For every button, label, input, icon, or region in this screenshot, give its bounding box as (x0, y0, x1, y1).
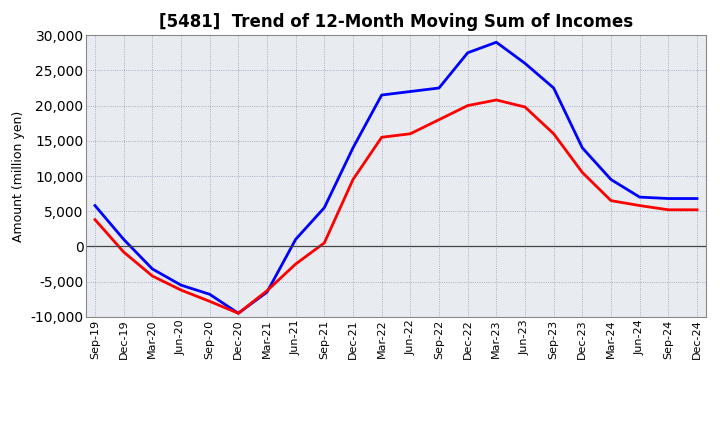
Y-axis label: Amount (million yen): Amount (million yen) (12, 110, 25, 242)
Ordinary Income (205, 292, 214, 297)
Ordinary Income (693, 196, 701, 201)
Net Income (435, 117, 444, 122)
Ordinary Income (320, 205, 328, 210)
Net Income (120, 249, 128, 255)
Ordinary Income (549, 85, 558, 91)
Net Income (549, 131, 558, 136)
Net Income (578, 170, 587, 175)
Net Income (406, 131, 415, 136)
Net Income (176, 287, 185, 293)
Ordinary Income (292, 237, 300, 242)
Net Income (205, 299, 214, 304)
Ordinary Income (607, 177, 616, 182)
Net Income (464, 103, 472, 108)
Ordinary Income (91, 203, 99, 208)
Net Income (521, 104, 529, 110)
Net Income (635, 203, 644, 208)
Ordinary Income (664, 196, 672, 201)
Ordinary Income (148, 266, 157, 271)
Ordinary Income (492, 40, 500, 45)
Line: Net Income: Net Income (95, 100, 697, 313)
Ordinary Income (578, 145, 587, 150)
Net Income (492, 97, 500, 103)
Net Income (320, 240, 328, 246)
Ordinary Income (234, 311, 243, 316)
Net Income (607, 198, 616, 203)
Net Income (148, 273, 157, 279)
Net Income (348, 177, 357, 182)
Ordinary Income (263, 290, 271, 295)
Net Income (693, 207, 701, 213)
Ordinary Income (635, 194, 644, 200)
Ordinary Income (406, 89, 415, 94)
Ordinary Income (377, 92, 386, 98)
Ordinary Income (435, 85, 444, 91)
Net Income (664, 207, 672, 213)
Net Income (377, 135, 386, 140)
Ordinary Income (176, 282, 185, 288)
Ordinary Income (464, 50, 472, 55)
Ordinary Income (120, 237, 128, 242)
Line: Ordinary Income: Ordinary Income (95, 42, 697, 313)
Net Income (263, 288, 271, 293)
Net Income (234, 311, 243, 316)
Ordinary Income (348, 145, 357, 150)
Net Income (91, 217, 99, 222)
Net Income (292, 261, 300, 267)
Ordinary Income (521, 61, 529, 66)
Title: [5481]  Trend of 12-Month Moving Sum of Incomes: [5481] Trend of 12-Month Moving Sum of I… (159, 13, 633, 31)
